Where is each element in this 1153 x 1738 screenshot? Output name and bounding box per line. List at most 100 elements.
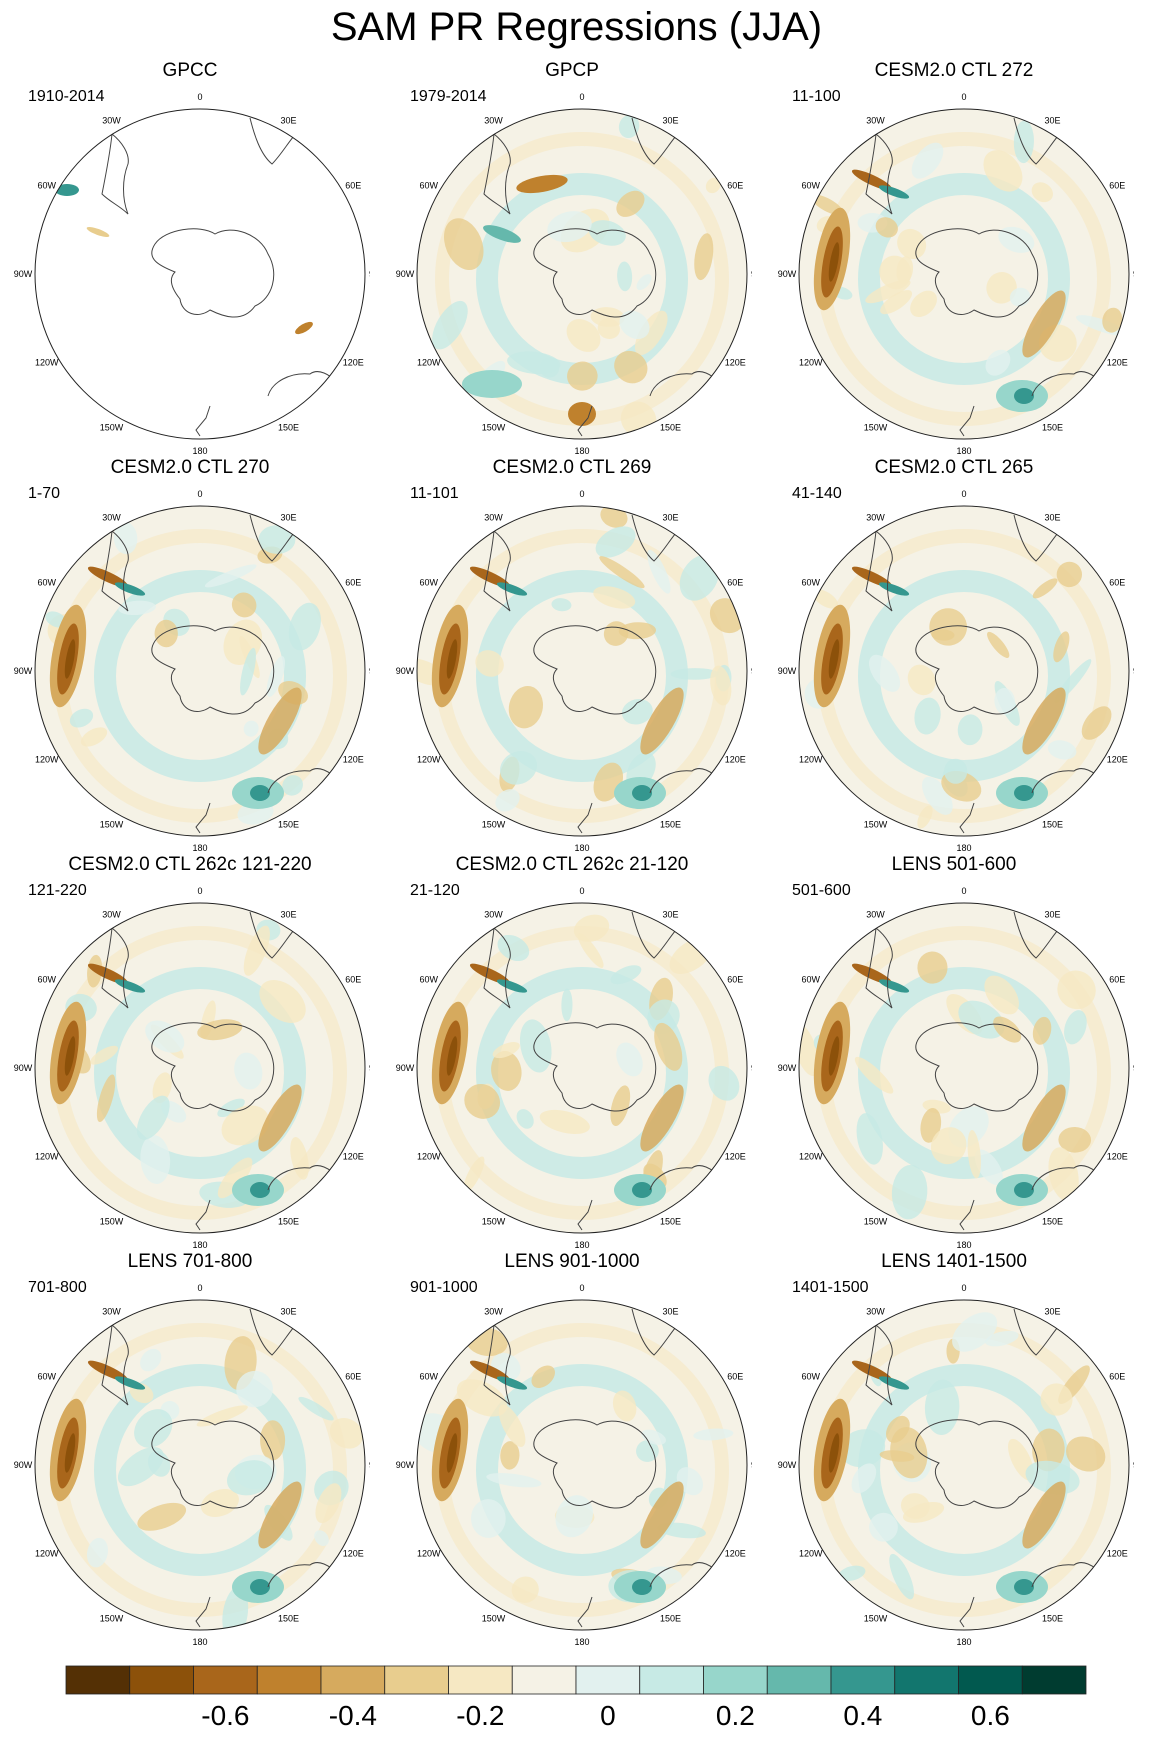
- longitude-label: 30E: [662, 910, 678, 920]
- colorbar-swatch: [703, 1665, 768, 1695]
- longitude-label: 0: [579, 886, 584, 896]
- longitude-label: 0: [579, 489, 584, 499]
- colorbar-swatch: [958, 1665, 1023, 1695]
- colorbar-tick-label: -0.6: [201, 1700, 250, 1731]
- longitude-label: 30W: [102, 1307, 121, 1317]
- longitude-label: 30E: [280, 116, 296, 126]
- panel-title: CESM2.0 CTL 272: [874, 60, 1034, 81]
- longitude-label: 150E: [660, 422, 681, 432]
- panel-period: 701-800: [28, 1279, 87, 1296]
- longitude-label: 180: [574, 446, 589, 456]
- longitude-label: 0: [579, 1283, 584, 1293]
- longitude-label: 90E: [1133, 1063, 1134, 1073]
- longitude-label: 90W: [396, 1460, 415, 1470]
- longitude-label: 90E: [751, 666, 752, 676]
- panel-title: CESM2.0 CTL 262c 121-220: [68, 854, 312, 875]
- longitude-label: 60E: [727, 1372, 743, 1382]
- polar-map: 0 30E 60E 90E 120E 150E 180 150W 120W 90W 60W 30W: [778, 1283, 1134, 1647]
- longitude-label: 30E: [662, 513, 678, 523]
- longitude-label: 90W: [14, 666, 33, 676]
- longitude-label: 30E: [1044, 910, 1060, 920]
- panel-period: 901-1000: [410, 1279, 478, 1296]
- longitude-label: 180: [574, 843, 589, 853]
- longitude-label: 90W: [778, 666, 797, 676]
- colorbar-tick-label: -0.4: [328, 1700, 377, 1731]
- longitude-label: 90E: [369, 666, 370, 676]
- colorbar-swatch: [639, 1665, 704, 1695]
- longitude-label: 0: [197, 1283, 202, 1293]
- longitude-label: 0: [197, 92, 202, 102]
- panel-period: 1910-2014: [28, 88, 105, 105]
- longitude-label: 150W: [100, 1216, 124, 1226]
- longitude-label: 60E: [345, 578, 361, 588]
- longitude-label: 90E: [1133, 269, 1134, 279]
- longitude-label: 180: [192, 1240, 207, 1250]
- polar-map: 0 30E 60E 90E 120E 150E 180 150W 120W 90W 60W 30W: [778, 886, 1134, 1250]
- longitude-label: 150W: [864, 1216, 888, 1226]
- longitude-label: 30W: [484, 1307, 503, 1317]
- longitude-label: 120E: [725, 358, 746, 368]
- longitude-label: 150W: [100, 422, 124, 432]
- panel-title: CESM2.0 CTL 269: [492, 457, 652, 478]
- longitude-label: 150W: [100, 1613, 124, 1623]
- colorbar-swatch: [830, 1665, 896, 1695]
- colorbar-swatch: [129, 1665, 194, 1695]
- longitude-label: 150W: [482, 819, 506, 829]
- longitude-label: 30W: [102, 116, 121, 126]
- longitude-label: 90W: [778, 1063, 797, 1073]
- figure-title: SAM PR Regressions (JJA): [330, 5, 823, 49]
- longitude-label: 60W: [419, 1372, 438, 1382]
- panel-title: LENS 701-800: [127, 1251, 253, 1272]
- panel-title: LENS 901-1000: [504, 1251, 640, 1272]
- longitude-label: 150E: [660, 1613, 681, 1623]
- longitude-label: 180: [956, 1637, 971, 1647]
- longitude-label: 150E: [278, 1216, 299, 1226]
- longitude-label: 60W: [801, 1372, 820, 1382]
- polar-map: 0 30E 60E 90E 120E 150E 180 150W 120W 90W 60W 30W: [396, 92, 752, 456]
- polar-map: 0 30E 60E 90E 120E 150E 180 150W 120W 90W 60W 30W: [396, 1283, 752, 1647]
- polar-map: 0 30E 60E 90E 120E 150E 180 150W 120W 90W 60W 30W: [14, 489, 370, 853]
- longitude-label: 30W: [484, 513, 503, 523]
- map-panel: GPCP 0 30E 60E 90E 120E 150E 180 150W 120W 90W 60W 3…: [382, 54, 762, 456]
- longitude-label: 60E: [1109, 578, 1125, 588]
- longitude-label: 120E: [1107, 755, 1128, 765]
- longitude-label: 120W: [417, 755, 441, 765]
- longitude-label: 0: [961, 489, 966, 499]
- polar-map: 0 30E 60E 90E 120E 150E 180 150W 120W 90W 60W 30W: [396, 489, 752, 853]
- panel-period: 1401-1500: [792, 1279, 869, 1296]
- longitude-label: 120E: [343, 358, 364, 368]
- panel-title: CESM2.0 CTL 262c 21-120: [455, 854, 689, 875]
- longitude-label: 60W: [419, 181, 438, 191]
- longitude-label: 0: [197, 886, 202, 896]
- colorbar-swatch: [894, 1665, 959, 1695]
- longitude-label: 30E: [662, 116, 678, 126]
- colorbar-swatch: [65, 1665, 131, 1695]
- colorbar-swatch: [193, 1665, 258, 1695]
- map-panel: LENS 701-800 0 30E 60E 90E 120E 150E 180 150W 120…: [0, 1245, 380, 1647]
- longitude-label: 90W: [14, 1063, 33, 1073]
- panel-period: 11-101: [410, 485, 459, 502]
- longitude-label: 30E: [662, 1307, 678, 1317]
- longitude-label: 60W: [419, 975, 438, 985]
- colorbar-swatch: [766, 1665, 832, 1695]
- longitude-label: 120E: [725, 1152, 746, 1162]
- longitude-label: 120E: [343, 755, 364, 765]
- longitude-label: 0: [579, 92, 584, 102]
- longitude-label: 30E: [280, 1307, 296, 1317]
- longitude-label: 120E: [343, 1549, 364, 1559]
- longitude-label: 120E: [1107, 358, 1128, 368]
- longitude-label: 90W: [396, 666, 415, 676]
- longitude-label: 180: [192, 1637, 207, 1647]
- map-panel: GPCC 0 30E 60E 90E 120E 150E 180 150W 120W 90W 60W 3…: [0, 54, 380, 456]
- panel-title: GPCC: [162, 60, 218, 81]
- longitude-label: 150E: [1042, 422, 1063, 432]
- longitude-label: 0: [961, 92, 966, 102]
- panel-title: LENS 501-600: [891, 854, 1017, 875]
- colorbar-tick-label: 0: [600, 1700, 616, 1731]
- panel-period: 1-70: [28, 485, 61, 502]
- longitude-label: 120W: [799, 1549, 823, 1559]
- map-panel: CESM2.0 CTL 262c 21-120 0 30E 60E 90E 120E 150…: [382, 848, 762, 1250]
- longitude-label: 60W: [37, 578, 56, 588]
- longitude-label: 60W: [801, 578, 820, 588]
- longitude-label: 90W: [778, 1460, 797, 1470]
